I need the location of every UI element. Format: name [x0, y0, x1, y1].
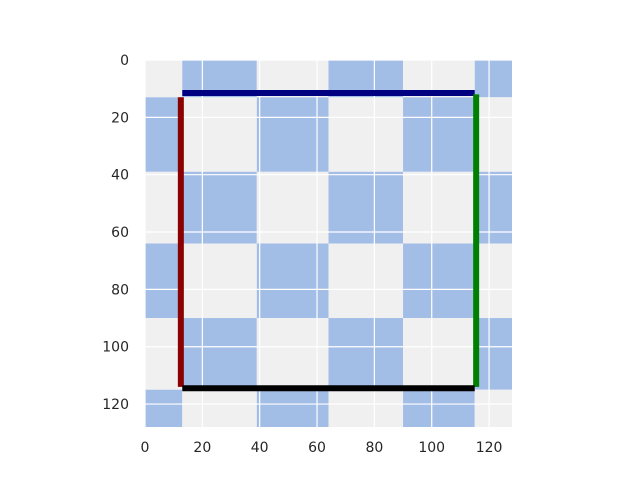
gridlines — [144, 59, 512, 427]
image-cell — [145, 389, 183, 427]
image-cell — [474, 243, 512, 319]
image-cell — [403, 243, 475, 319]
image-cell — [182, 97, 257, 172]
overlay-lines — [177, 89, 480, 392]
image-cell — [256, 243, 329, 319]
image-cell — [256, 389, 329, 427]
image-cell — [182, 171, 257, 244]
image-cell — [403, 389, 475, 427]
x-tick-label: 120 — [476, 440, 503, 456]
x-tick-label: 80 — [365, 440, 383, 456]
y-tick-label: 100 — [102, 340, 129, 356]
x-tick-label: 100 — [418, 440, 445, 456]
y-tick-label: 40 — [111, 168, 129, 184]
x-tick-label: 0 — [141, 440, 150, 456]
y-tick-label: 60 — [111, 225, 129, 241]
image-cell — [182, 318, 257, 390]
image-cell — [474, 171, 512, 244]
image-cell — [145, 97, 183, 172]
image-cell — [328, 318, 404, 390]
image-cell — [328, 389, 404, 427]
image-cell — [182, 243, 257, 319]
x-axis-ticks: 0 20 40 60 80 100 120 — [141, 440, 503, 456]
image-cell — [256, 97, 329, 172]
x-tick-label: 20 — [193, 440, 211, 456]
image-cell — [145, 171, 183, 244]
image-cell — [403, 171, 475, 244]
image-cell — [403, 97, 475, 172]
image-cell — [256, 318, 329, 390]
image-cell — [474, 318, 512, 390]
x-tick-label: 40 — [251, 440, 269, 456]
y-tick-label: 80 — [111, 282, 129, 298]
image-cell — [328, 243, 404, 319]
y-axis-ticks: 0 20 40 60 80 100 120 — [102, 53, 129, 413]
image-cell — [328, 171, 404, 244]
image-cell — [474, 97, 512, 172]
plot-area — [144, 59, 512, 427]
image-cell — [182, 389, 257, 427]
y-tick-label: 20 — [111, 110, 129, 126]
image-cell — [328, 97, 404, 172]
image-cell — [145, 243, 183, 319]
image-cell — [145, 318, 183, 390]
image-cell — [256, 171, 329, 244]
y-tick-label: 120 — [102, 397, 129, 413]
image-cell — [474, 389, 512, 427]
image-cell — [474, 60, 512, 98]
image-cells — [145, 60, 512, 427]
image-cell — [403, 318, 475, 390]
image-cell — [145, 60, 183, 98]
y-tick-label: 0 — [120, 53, 129, 69]
x-tick-label: 60 — [308, 440, 326, 456]
